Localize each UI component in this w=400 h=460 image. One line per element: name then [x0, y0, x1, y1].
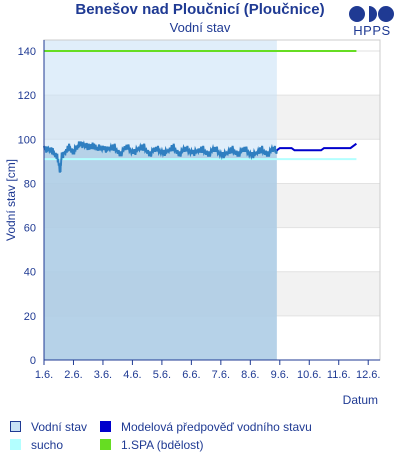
x-tick-label: 8.6. [241, 369, 259, 381]
x-tick-label: 2.6. [64, 369, 82, 381]
chart-subtitle: Vodní stav [169, 20, 231, 35]
y-tick-label: 0 [30, 355, 36, 367]
y-axis-title: Vodní stav [cm] [4, 159, 18, 241]
y-tick-label: 60 [24, 223, 36, 235]
legend-label-forecast: Modelová předpověď vodního stavu [121, 420, 312, 434]
x-tick-label: 7.6. [212, 369, 230, 381]
series-forecast-line [276, 142, 357, 152]
x-tick-label: 4.6. [123, 369, 141, 381]
x-tick-label: 5.6. [153, 369, 171, 381]
water-level-chart: 0 20 40 60 80 100 120 140 1.6. 2.6. 3.6. 4.6. 5.6. 6.… [4, 39, 381, 407]
y-tick-label: 40 [24, 267, 36, 279]
x-tick-label: 10.6. [297, 369, 321, 381]
x-tick-label: 3.6. [94, 369, 112, 381]
legend-swatch-spa1 [100, 439, 111, 450]
x-tick-label: 1.6. [35, 369, 53, 381]
x-tick-label: 9.6. [271, 369, 289, 381]
y-tick-label: 140 [18, 46, 36, 58]
x-tick-label: 12.6. [356, 369, 380, 381]
legend-item-observed: Vodní stav [10, 420, 87, 434]
y-tick-label: 80 [24, 178, 36, 190]
hpps-logo-icon [349, 6, 394, 22]
x-tick-label: 6.6. [182, 369, 200, 381]
logo-text: HPPS [353, 23, 391, 38]
chart-title: Benešov nad Ploučnicí (Ploučnice) [75, 1, 325, 18]
legend-label-observed: Vodní stav [31, 420, 88, 434]
legend-swatch-forecast [100, 421, 111, 432]
legend-item-drought: sucho [10, 438, 63, 452]
hpps-logo: HPPS [346, 5, 398, 39]
legend-label-spa1: 1.SPA (bdělost) [121, 438, 204, 452]
y-tick-label: 120 [18, 90, 36, 102]
legend-label-drought: sucho [31, 438, 64, 452]
series-observed-line [43, 140, 278, 173]
y-tick-label: 20 [24, 311, 36, 323]
legend-swatch-drought [10, 439, 21, 450]
x-tick-label: 11.6. [327, 369, 351, 381]
legend-item-forecast: Modelová předpověď vodního stavu [100, 420, 312, 434]
y-tick-label: 100 [18, 134, 36, 146]
x-axis-title: Datum [343, 393, 378, 407]
legend-swatch-observed [10, 421, 21, 432]
legend-item-spa1: 1.SPA (bdělost) [100, 438, 204, 452]
observed-area [44, 141, 277, 360]
